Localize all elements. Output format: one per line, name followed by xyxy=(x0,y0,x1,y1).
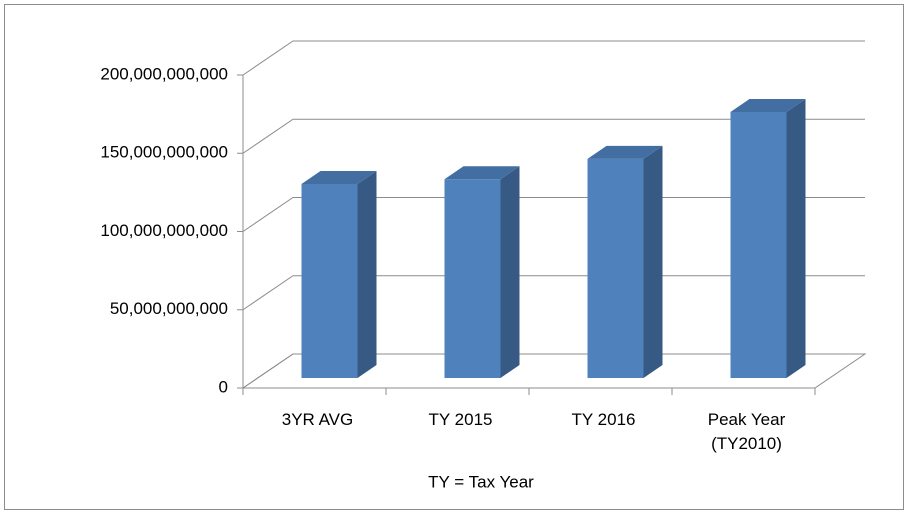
y-tick-label: 0 xyxy=(219,377,228,396)
bar-top xyxy=(301,170,377,184)
bar-front xyxy=(730,111,787,378)
grid-line xyxy=(242,40,865,76)
grid-line xyxy=(242,197,865,232)
bar xyxy=(301,170,377,378)
y-tick-label: 100,000,000,000 xyxy=(100,221,228,240)
bar-front xyxy=(587,158,644,378)
x-axis-title: TY = Tax Year xyxy=(428,472,534,491)
bar xyxy=(444,166,520,378)
y-tick-label: 200,000,000,000 xyxy=(100,64,228,83)
bar-top xyxy=(444,166,520,180)
bar-side xyxy=(643,145,663,378)
x-tick-label: TY 2016 xyxy=(571,410,636,429)
y-tick-label: 50,000,000,000 xyxy=(110,299,228,318)
grid-line xyxy=(242,118,865,154)
x-tick-label: Peak Year (TY2010) xyxy=(707,410,786,453)
bar xyxy=(587,145,663,378)
y-tick-label: 150,000,000,000 xyxy=(100,143,228,162)
bar-side xyxy=(500,166,520,378)
bar-front xyxy=(301,183,358,378)
grid-line xyxy=(242,275,865,311)
bar-top xyxy=(587,145,663,159)
bar-top xyxy=(730,98,806,112)
bar-side xyxy=(786,98,806,378)
bar-front xyxy=(444,179,501,378)
grid-line xyxy=(242,353,865,389)
x-tick-label: 3YR AVG xyxy=(281,410,354,429)
bar xyxy=(730,98,806,378)
bar-side xyxy=(357,170,377,378)
x-tick-label: TY 2015 xyxy=(428,410,493,429)
